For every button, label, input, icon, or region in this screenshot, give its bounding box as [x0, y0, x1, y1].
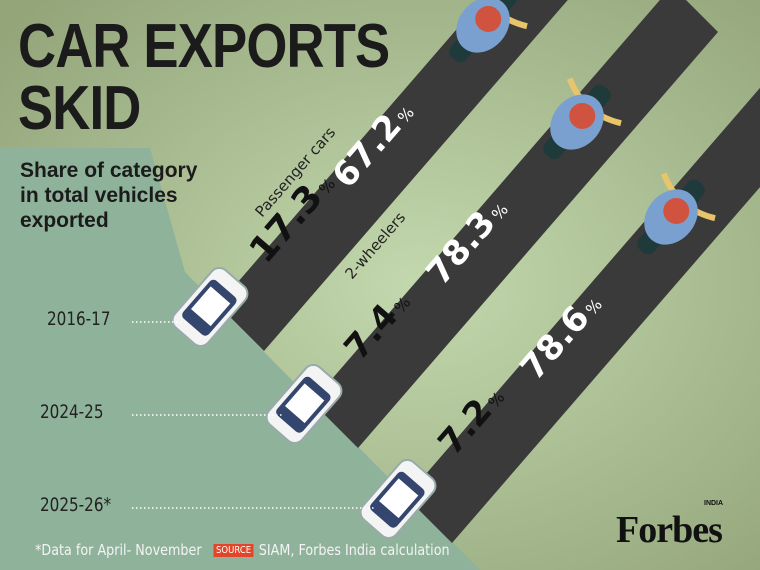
source-tag: SOURCE	[213, 544, 254, 557]
year-label: 2024-25	[40, 401, 104, 423]
roads	[171, 0, 760, 543]
title-line: CAR EXPORTS	[18, 12, 390, 81]
year-leaders	[132, 321, 376, 509]
rider-helmet	[475, 5, 502, 32]
car-icon	[265, 363, 343, 445]
car-icon	[359, 458, 437, 540]
logo-subtext: INDIA	[704, 500, 724, 507]
year-label: 2016-17	[47, 308, 111, 330]
year-label: 2025-26*	[40, 494, 112, 516]
rider-helmet	[663, 197, 690, 224]
title-line: SKID	[18, 74, 141, 143]
motorcycle-icon	[637, 172, 716, 255]
footnote: *Data for April- November	[35, 541, 202, 559]
car-icon	[171, 266, 249, 348]
footer: *Data for April- November SOURCE SIAM, For…	[35, 541, 450, 559]
cliff-area	[0, 148, 480, 570]
road-1	[312, 0, 718, 448]
motorcycle-icon	[449, 0, 528, 63]
car-top	[191, 286, 231, 327]
logo-text: Forbes	[616, 509, 723, 551]
car-top	[379, 478, 419, 519]
car-top	[285, 383, 325, 424]
road-0	[218, 0, 568, 351]
rider-helmet	[569, 102, 596, 129]
forbes-logo: Forbes INDIA	[616, 500, 723, 551]
subtitle: Share of category in total vehicles expo…	[20, 159, 198, 232]
source-text: SIAM, Forbes India calculation	[258, 541, 450, 559]
motorcycle-icon	[543, 77, 622, 160]
page-title: CAR EXPORTS SKID	[18, 12, 390, 143]
